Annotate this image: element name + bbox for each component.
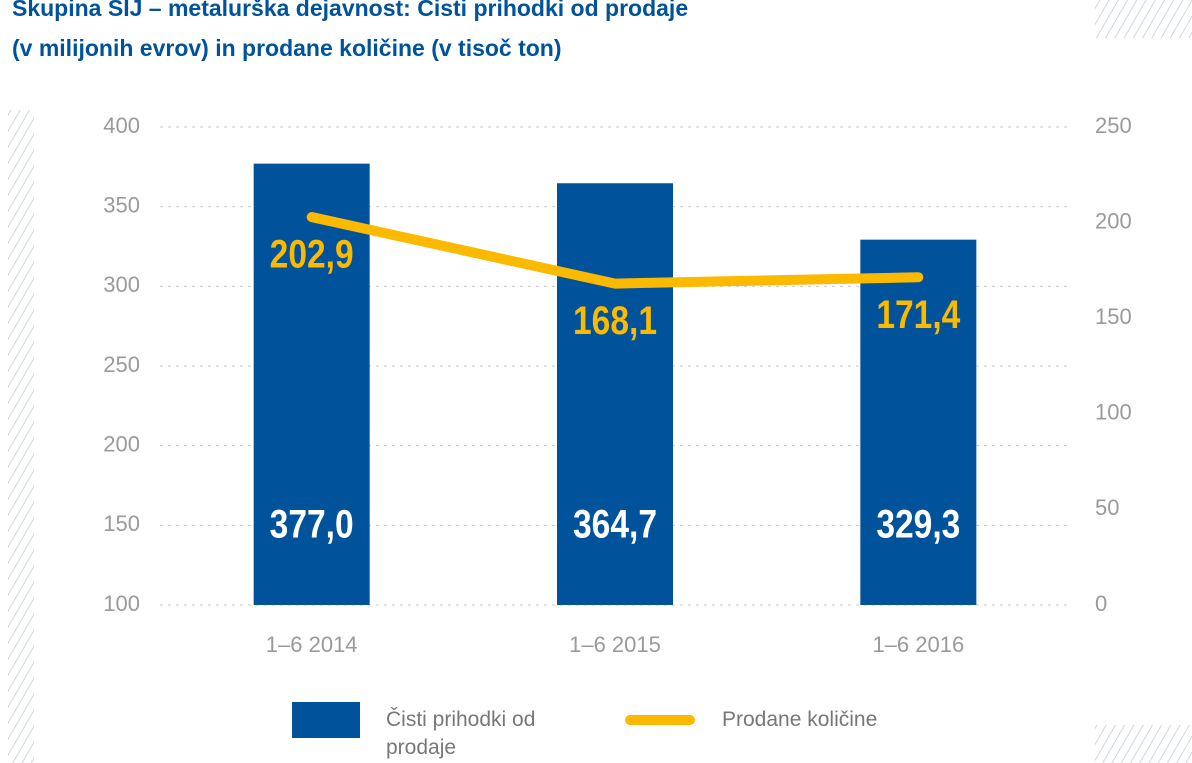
y2-tick-label: 150: [1095, 304, 1132, 329]
legend-bar-swatch: [292, 702, 360, 738]
decor-hatch: [1095, 0, 1192, 38]
chart-title: Skupina SIJ – metalurška dejavnost: Čist…: [12, 0, 688, 21]
x-tick-label: 1–6 2014: [266, 632, 358, 657]
legend-line-swatch: [625, 715, 695, 725]
line-value-label: 168,1: [573, 299, 657, 343]
y2-tick-label: 0: [1095, 591, 1107, 616]
bar: [253, 163, 370, 605]
bar: [860, 239, 977, 605]
y-tick-label: 350: [103, 192, 140, 217]
bar: [557, 183, 673, 605]
y-tick-label: 400: [103, 113, 140, 138]
y-tick-label: 200: [103, 431, 140, 456]
y2-tick-label: 250: [1095, 113, 1132, 138]
decor-hatch: [8, 110, 34, 763]
y2-tick-label: 100: [1095, 400, 1132, 425]
y-tick-label: 250: [103, 352, 140, 377]
bar-value-label: 329,3: [876, 503, 960, 547]
bar-value-label: 377,0: [270, 503, 354, 547]
line: [306, 212, 924, 289]
bar-value-label: 364,7: [573, 503, 657, 547]
y2-tick-label: 50: [1095, 495, 1119, 520]
y2-tick-label: 200: [1095, 208, 1132, 233]
x-tick-label: 1–6 2016: [872, 632, 964, 657]
x-tick-label: 1–6 2015: [569, 632, 661, 657]
chart-title: (v milijonih evrov) in prodane količine …: [12, 35, 562, 61]
legend-label: Čisti prihodki od prodaje: [386, 708, 536, 759]
y-tick-label: 150: [103, 511, 140, 536]
y-tick-label: 300: [103, 272, 140, 297]
decor-hatch: [1095, 725, 1192, 763]
y-tick-label: 100: [103, 591, 140, 616]
line-value-label: 202,9: [270, 233, 354, 277]
legend-label: Prodane količine: [722, 708, 878, 731]
line-value-label: 171,4: [876, 293, 961, 337]
